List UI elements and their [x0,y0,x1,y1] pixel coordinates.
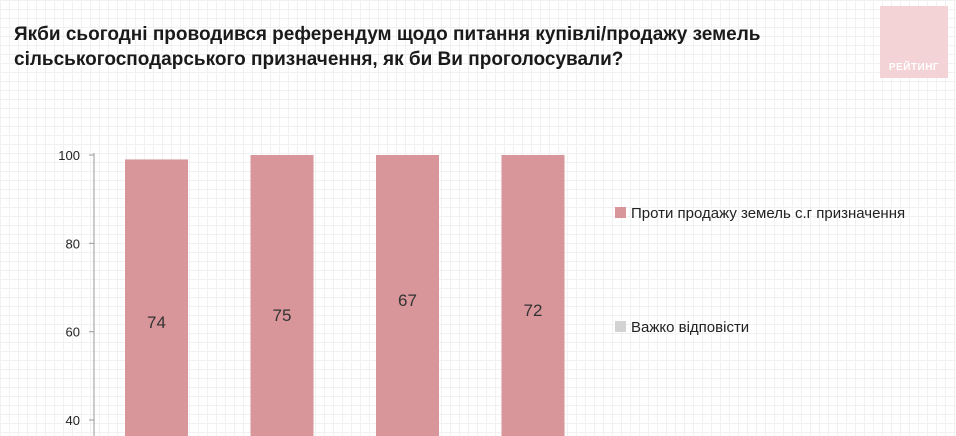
bars-group: 74 75 67 72 [125,155,565,436]
bar [250,155,314,436]
bar-value-label: 72 [524,301,543,320]
y-tick-label: 60 [66,325,80,340]
bar-value-label: 74 [147,313,166,332]
bar-value-label: 75 [273,306,292,325]
logo-text: РЕЙТИНГ [888,62,940,73]
y-tick-label: 40 [66,413,80,428]
legend-label: Проти продажу земель с.г призначення [631,205,905,222]
y-tick-label: 80 [66,236,80,251]
chart-title: Якби сьогодні проводився референдум щодо… [14,22,854,72]
rating-logo: РЕЙТИНГ [880,6,948,78]
bar [376,155,439,436]
legend: Проти продажу земель с.г призначення Важк… [615,205,905,336]
title-line-1: Якби сьогодні проводився референдум щодо… [14,24,761,45]
bar-value-label: 67 [398,291,417,310]
title-line-2: сільськогосподарського призначення, як б… [14,49,624,70]
bar [125,159,188,436]
legend-swatch [615,207,626,218]
bar [501,155,565,436]
legend-label: Важко відповісти [631,319,749,336]
y-tick-label: 100 [58,148,80,163]
y-axis: 40 60 80 100 [58,148,95,436]
legend-swatch [615,321,626,332]
